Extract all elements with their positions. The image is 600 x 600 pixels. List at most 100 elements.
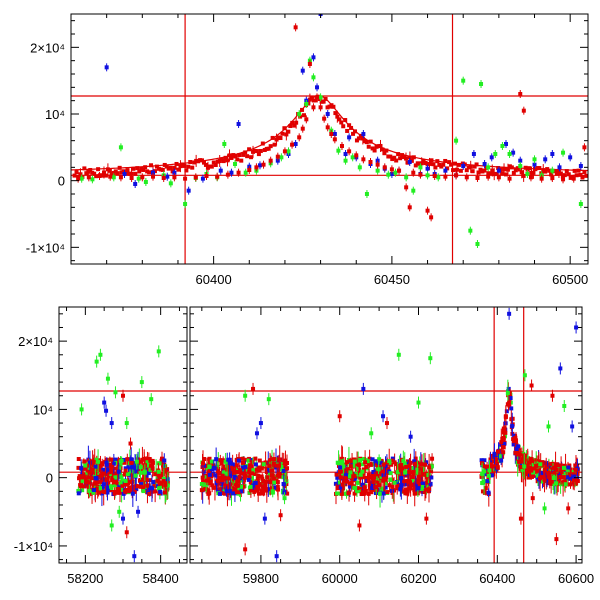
bottom-green-point — [558, 482, 563, 487]
bottom-red-point — [339, 456, 344, 461]
bottom-red-point — [234, 457, 239, 462]
bottom-red-point — [385, 490, 390, 495]
top-red-point — [378, 143, 383, 148]
bottom-red-point — [526, 475, 531, 480]
top-red-point — [190, 165, 195, 170]
bottom-blue-point — [93, 464, 98, 469]
top-blue-point — [343, 152, 348, 156]
bottom-red-point — [423, 487, 428, 492]
bottom-green-outlier — [105, 376, 110, 381]
top-red-point — [176, 167, 181, 172]
bottom-blue-point — [79, 466, 84, 471]
top-red-point — [456, 162, 461, 167]
bottom-red-point — [429, 469, 434, 474]
bottom-red-point — [358, 486, 363, 491]
bottom-red-point — [361, 491, 366, 496]
bottom-blue-point — [514, 446, 519, 451]
top-green-point — [286, 149, 291, 154]
top-red-point — [160, 167, 165, 172]
bottom-red-point — [535, 468, 540, 473]
top-red-point — [368, 160, 373, 164]
bottom-red-point — [340, 468, 345, 473]
bottom-red-point — [88, 470, 93, 475]
top-red-point — [418, 172, 423, 177]
top-y-tick-label: 2×10⁴ — [30, 40, 65, 55]
top-red-point — [347, 149, 352, 154]
bottom-red-point — [514, 451, 519, 456]
top-red-point — [361, 157, 366, 162]
bottom-blue-point — [266, 487, 271, 492]
bottom-red-point — [260, 484, 265, 489]
bottom-red-point — [573, 463, 578, 468]
top-y-tick-label: 0 — [58, 174, 65, 189]
bottom-red-point — [549, 481, 554, 486]
bottom-blue-point — [158, 489, 163, 494]
bottom-red-point — [94, 486, 99, 491]
bottom-blue-point — [370, 457, 375, 462]
bottom-red-point — [127, 489, 132, 494]
bottom-red-point — [551, 465, 556, 470]
top-red-point — [409, 158, 414, 163]
bottom-red-point — [135, 484, 140, 489]
bottom-blue-point — [370, 483, 375, 488]
top-red-point — [472, 164, 477, 169]
bottom-red-point — [517, 459, 522, 464]
bottom-red-point — [248, 488, 253, 493]
top-blue-point — [557, 165, 562, 170]
bottom-green-point — [156, 469, 161, 474]
bottom-green-point — [351, 485, 356, 490]
bottom-green-point — [414, 469, 419, 474]
bottom-red-outlier — [566, 506, 571, 511]
bottom-red-point — [369, 490, 374, 495]
bottom-blue-point — [333, 481, 338, 486]
bottom-red-point — [366, 491, 371, 496]
bottom-red-point — [519, 465, 524, 470]
top-green-point — [304, 102, 309, 106]
bottom-red-point — [145, 483, 150, 488]
bottom-green-point — [376, 467, 381, 472]
bottom-red-point — [231, 478, 236, 483]
bottom-red-point — [90, 467, 95, 472]
top-red-point — [482, 168, 487, 173]
bottom-red-point — [82, 475, 87, 480]
top-green-point — [393, 170, 398, 175]
bottom-green-point — [113, 475, 118, 480]
top-green-point — [79, 176, 84, 181]
bottom-red-point — [501, 450, 506, 455]
top-red-point — [464, 175, 469, 180]
bottom-red-outlier — [529, 383, 534, 388]
top-red-point — [186, 164, 191, 169]
top-red-point — [209, 164, 214, 169]
top-red-point — [447, 160, 452, 165]
top-red-point — [476, 170, 481, 175]
bottom-red-point — [265, 475, 270, 480]
bottom-blue-point — [111, 461, 116, 466]
bottom-red-point — [268, 480, 273, 485]
bottom-blue-point — [482, 458, 487, 463]
bottom-y-tick-label: -1×10⁴ — [14, 539, 53, 554]
bottom-red-point — [380, 469, 385, 474]
bottom-green-point — [134, 459, 139, 464]
top-red-point — [582, 145, 587, 150]
bottom-green-point — [126, 461, 131, 466]
bottom-green-point — [561, 465, 566, 470]
bottom-blue-point — [146, 471, 151, 476]
top-red-point — [388, 154, 393, 159]
bottom-plot-area-0 — [59, 345, 187, 563]
bottom-blue-point — [139, 482, 144, 487]
bottom-blue-point — [100, 484, 105, 489]
bottom-red-point — [98, 463, 103, 468]
bottom-green-point — [348, 470, 353, 475]
top-plot-frame — [70, 13, 589, 265]
top-red-point — [547, 168, 552, 173]
top-red-point — [215, 174, 220, 179]
bottom-red-point — [282, 459, 287, 464]
bottom-green-point — [358, 457, 363, 462]
top-red-point — [266, 146, 271, 151]
bottom-green-point — [403, 470, 408, 475]
bottom-red-point — [343, 462, 348, 467]
bottom-red-point — [529, 474, 534, 479]
top-red-point — [349, 125, 354, 130]
top-red-point — [292, 123, 297, 128]
bottom-green-point — [356, 458, 361, 463]
